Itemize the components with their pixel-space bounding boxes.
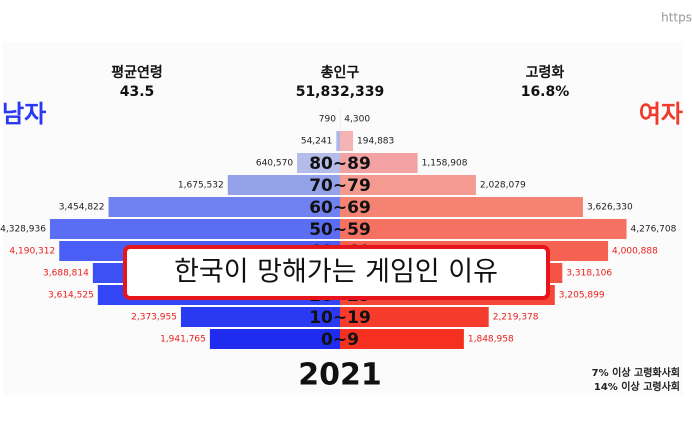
age-label: 10~19 <box>309 308 371 328</box>
value-label: 1,848,958 <box>468 335 514 345</box>
value-label: 4,300 <box>344 115 370 125</box>
age-label: 60~69 <box>309 198 371 218</box>
male-bar <box>297 153 340 173</box>
female-bar <box>340 197 583 217</box>
value-label: 3,318,106 <box>566 269 612 279</box>
female-bar <box>340 131 354 151</box>
banner: 한국이 망해가는 게임인 이유 <box>123 245 550 300</box>
male-bar <box>227 175 340 195</box>
value-label: 4,276,708 <box>631 225 677 235</box>
age-label: 0~9 <box>321 330 359 350</box>
url-text: https <box>661 11 692 25</box>
value-label: 2,028,079 <box>480 181 526 191</box>
note: 14% 이상 고령사회 <box>594 380 680 393</box>
value-label: 4,000,888 <box>612 247 658 257</box>
stat-label: 고령화 <box>526 65 565 81</box>
age-label: 80~89 <box>309 154 371 174</box>
value-label: 3,454,822 <box>59 203 105 213</box>
note: 7% 이상 고령화사회 <box>592 366 680 379</box>
value-label: 640,570 <box>256 159 293 169</box>
female-bar <box>340 329 464 349</box>
stat-label: 평균연령 <box>111 64 163 81</box>
value-label: 2,219,378 <box>493 313 539 323</box>
value-label: 790 <box>319 115 336 125</box>
value-label: 1,158,908 <box>422 159 468 169</box>
banner-text: 한국이 망해가는 게임인 이유 <box>174 257 498 288</box>
value-label: 4,328,936 <box>0 225 46 235</box>
value-label: 54,241 <box>301 137 333 147</box>
banner-box <box>123 245 550 300</box>
value-label: 2,373,955 <box>131 313 177 323</box>
female-bar <box>340 219 627 239</box>
male-bar <box>209 329 340 349</box>
value-label: 1,941,765 <box>160 335 206 345</box>
female-bar <box>340 307 489 327</box>
legend-male: 남자 <box>2 100 46 128</box>
value-label: 1,675,532 <box>178 181 224 191</box>
male-bar <box>180 307 340 327</box>
male-bar <box>336 131 340 151</box>
year: 2021 <box>298 358 382 393</box>
stat-label: 총인구 <box>321 64 360 81</box>
value-label: 3,614,525 <box>48 291 94 301</box>
value-label: 3,688,814 <box>43 269 89 279</box>
stat-value: 51,832,339 <box>296 84 385 100</box>
stat-value: 43.5 <box>120 84 155 100</box>
male-bar <box>49 219 340 239</box>
female-bar <box>340 175 476 195</box>
age-label: 70~79 <box>309 176 371 196</box>
legend-female: 여자 <box>639 100 683 128</box>
value-label: 194,883 <box>357 137 394 147</box>
value-label: 3,626,330 <box>587 203 633 213</box>
value-label: 3,205,899 <box>559 291 605 301</box>
female-bar <box>340 153 418 173</box>
age-label: 50~59 <box>309 220 371 240</box>
value-label: 4,190,312 <box>9 247 55 257</box>
stat-value: 16.8% <box>521 84 570 100</box>
male-bar <box>108 197 341 217</box>
